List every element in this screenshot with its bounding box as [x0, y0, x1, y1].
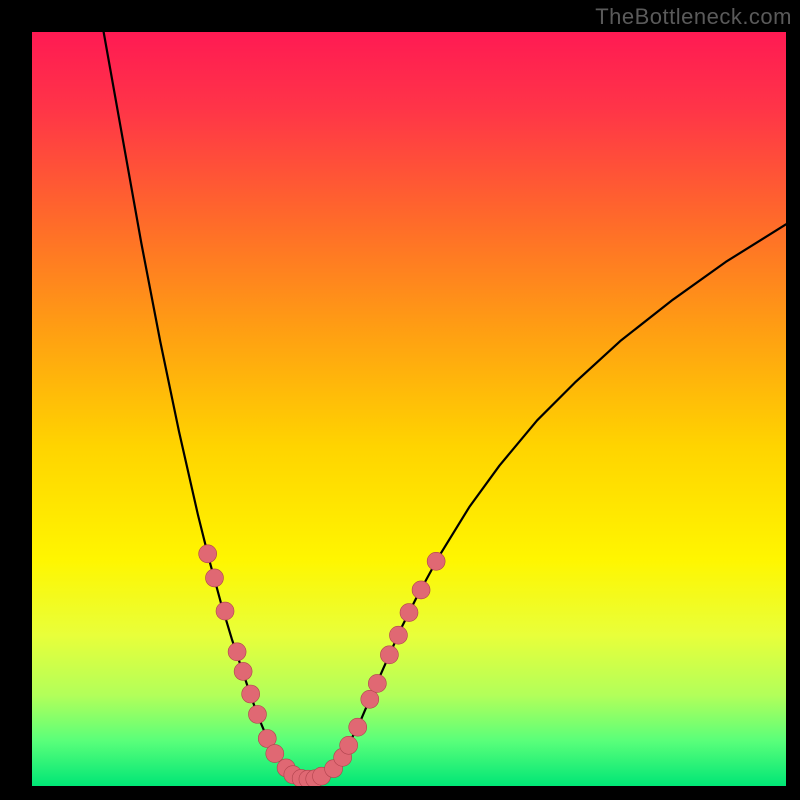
bottleneck-chart: TheBottleneck.com: [0, 0, 800, 800]
data-marker: [400, 604, 418, 622]
data-marker: [380, 646, 398, 664]
data-marker: [199, 545, 217, 563]
data-marker: [349, 718, 367, 736]
data-marker: [389, 626, 407, 644]
data-marker: [412, 581, 430, 599]
watermark-text: TheBottleneck.com: [595, 4, 792, 30]
chart-canvas: [0, 0, 800, 800]
data-marker: [248, 705, 266, 723]
data-marker: [361, 690, 379, 708]
data-marker: [242, 685, 260, 703]
data-marker: [340, 736, 358, 754]
data-marker: [234, 662, 252, 680]
data-marker: [266, 745, 284, 763]
data-marker: [228, 643, 246, 661]
data-marker: [216, 602, 234, 620]
data-marker: [427, 552, 445, 570]
plot-background: [32, 32, 786, 786]
data-marker: [205, 569, 223, 587]
data-marker: [368, 674, 386, 692]
